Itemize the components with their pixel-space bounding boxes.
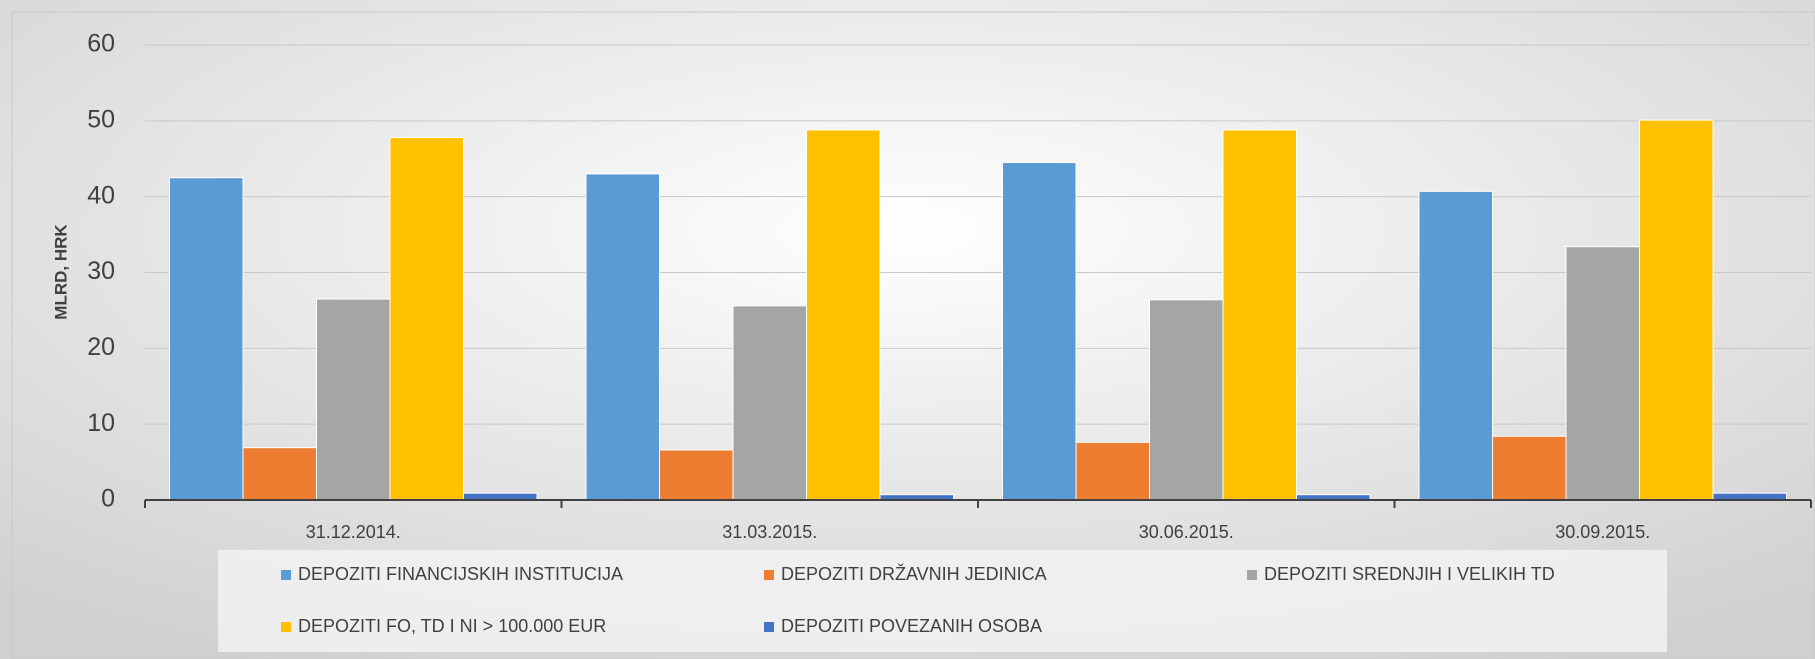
bar <box>242 447 317 501</box>
y-tick-label: 30 <box>87 257 115 285</box>
legend-label: DEPOZITI SREDNJIH I VELIKIH TD <box>1264 564 1555 584</box>
legend-swatch <box>1247 570 1257 580</box>
y-tick-label: 20 <box>87 333 115 361</box>
bar <box>1565 246 1640 501</box>
y-axis-label: MLRD, HRK <box>51 224 70 320</box>
bar <box>1149 299 1224 501</box>
bar <box>1492 435 1567 501</box>
bar <box>1075 441 1150 501</box>
legend-swatch <box>281 570 291 580</box>
bar <box>169 177 244 501</box>
bar <box>463 492 538 501</box>
legend-label: DEPOZITI DRŽAVNIH JEDINICA <box>781 564 1047 584</box>
x-tick-label: 31.12.2014. <box>306 522 401 542</box>
bar <box>389 137 464 501</box>
y-tick-label: 50 <box>87 105 115 133</box>
legend-label: DEPOZITI FINANCIJSKIH INSTITUCIJA <box>298 564 623 584</box>
bar <box>732 305 807 501</box>
legend-label: DEPOZITI POVEZANIH OSOBA <box>781 616 1042 636</box>
x-tick-label: 30.09.2015. <box>1555 522 1650 542</box>
bar <box>1002 162 1077 501</box>
x-tick-label: 31.03.2015. <box>722 522 817 542</box>
frame <box>11 11 1815 659</box>
bar <box>1639 119 1714 501</box>
legend-swatch <box>764 570 774 580</box>
y-tick-label: 40 <box>87 181 115 209</box>
legend-swatch <box>281 622 291 632</box>
y-tick-label: 10 <box>87 409 115 437</box>
y-tick-label: 60 <box>87 30 115 58</box>
bar <box>1222 129 1297 501</box>
x-tick-label: 30.06.2015. <box>1139 522 1234 542</box>
bar <box>585 173 660 501</box>
bar <box>316 298 391 501</box>
bar <box>1418 190 1493 501</box>
y-tick-label: 0 <box>101 485 115 513</box>
legend-swatch <box>764 622 774 632</box>
legend-box <box>218 550 1667 652</box>
bar <box>1712 492 1787 501</box>
legend-label: DEPOZITI FO, TD I NI > 100.000 EUR <box>298 616 606 636</box>
bar <box>659 449 734 501</box>
bar <box>806 129 881 501</box>
